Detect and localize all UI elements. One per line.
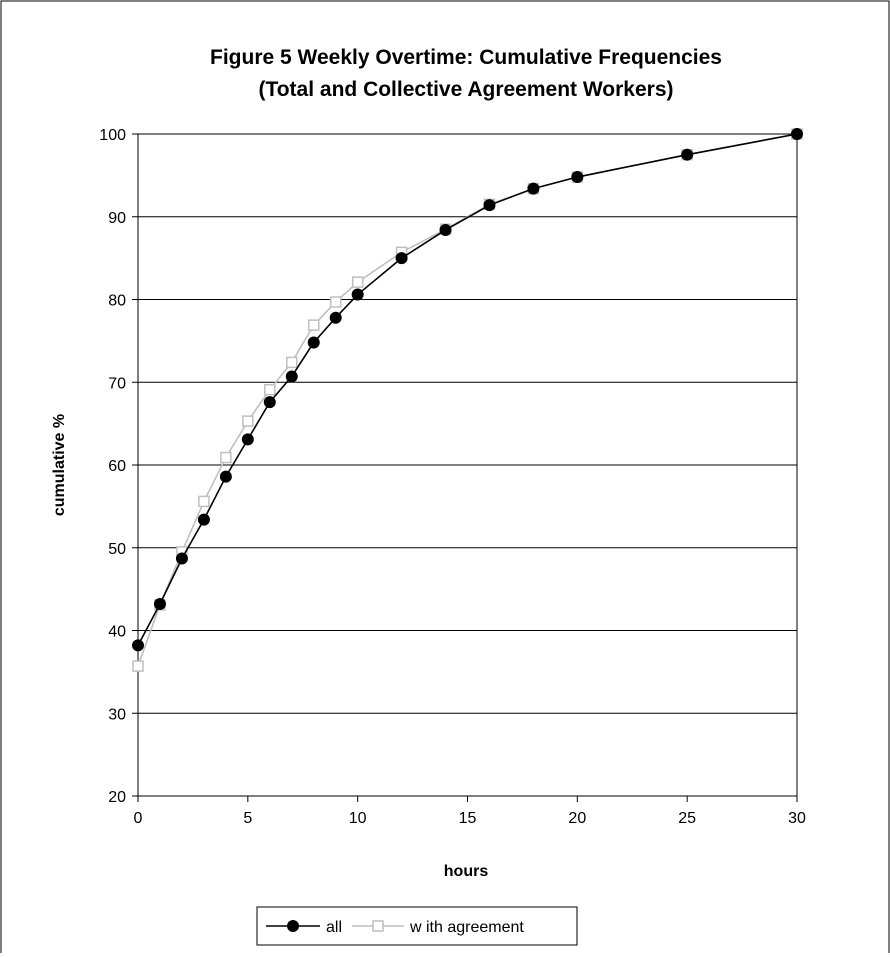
data-point [197, 513, 210, 526]
data-point [439, 223, 452, 236]
data-point [571, 171, 584, 184]
legend-label-all: all [326, 919, 342, 936]
data-point [791, 128, 803, 140]
y-tick-label: 50 [108, 541, 126, 558]
series-line [137, 133, 798, 646]
series-with-agreement [132, 128, 803, 672]
legend-marker-with-agreement [372, 920, 384, 932]
y-tick-label: 40 [108, 624, 126, 641]
data-point [351, 276, 364, 288]
data-point [132, 660, 144, 672]
series-all [132, 128, 803, 652]
data-point [241, 433, 254, 446]
data-point [263, 396, 276, 409]
y-tick-label: 20 [108, 789, 126, 806]
y-tick-label: 100 [99, 127, 126, 144]
x-tick-labels: 0 5 10 15 20 25 30 [134, 810, 806, 827]
y-tick-label: 60 [108, 458, 126, 475]
y-tick-label: 90 [108, 210, 126, 227]
data-point [351, 288, 364, 301]
data-point [286, 356, 298, 369]
data-point [132, 639, 144, 652]
legend-items: all w ith agreement [266, 919, 524, 936]
data-point [153, 598, 166, 611]
series-line [137, 133, 798, 667]
series-layer [132, 128, 803, 672]
y-tick-labels: 20 30 40 50 60 70 80 90 100 [99, 127, 126, 806]
data-point [220, 451, 232, 464]
data-point [681, 148, 694, 161]
data-point [219, 470, 232, 483]
data-point [307, 319, 320, 331]
data-point [242, 415, 254, 427]
x-tick-label: 25 [678, 810, 696, 827]
legend-marker-all [287, 920, 299, 932]
x-tick-label: 0 [134, 810, 143, 827]
data-point [329, 311, 342, 324]
data-point [264, 383, 276, 396]
x-tick-label: 10 [349, 810, 367, 827]
x-tick-label: 5 [243, 810, 252, 827]
data-point [285, 370, 298, 383]
y-axis-label: cumulative % [51, 414, 68, 516]
gridlines [138, 133, 797, 797]
data-point [395, 252, 408, 265]
axes [132, 133, 798, 802]
data-point [175, 552, 188, 565]
y-tick-label: 80 [108, 293, 126, 310]
chart-subtitle: (Total and Collective Agreement Workers) [258, 78, 673, 101]
data-point [527, 182, 540, 195]
y-tick-label: 30 [108, 706, 126, 723]
data-point [483, 199, 496, 212]
x-tick-label: 15 [459, 810, 477, 827]
y-tick-label: 70 [108, 375, 126, 392]
chart-title: Figure 5 Weekly Overtime: Cumulative Fre… [210, 46, 722, 69]
data-point [307, 336, 320, 349]
data-point [329, 296, 342, 308]
legend-label-with-agreement: w ith agreement [409, 919, 524, 936]
x-tick-label: 20 [568, 810, 586, 827]
legend: all w ith agreement [256, 906, 578, 946]
data-point [198, 495, 210, 508]
x-tick-label: 30 [788, 810, 806, 827]
x-axis-label: hours [444, 863, 489, 880]
